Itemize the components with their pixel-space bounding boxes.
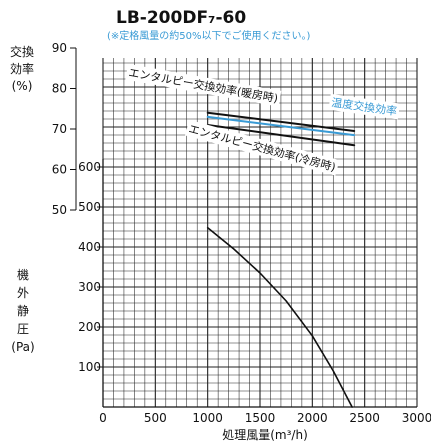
pressure-tick-label: 300 [78,280,101,294]
pressure-series-line [206,227,353,408]
efficiency-series-line [206,111,356,132]
pressure-axis-label-line: 外 [17,286,29,300]
pressure-tick-label: 500 [78,200,101,214]
chart-subtitle: (※定格風量の約50%以下でご使用ください。) [107,29,311,42]
x-tick-label: 2500 [349,411,380,425]
x-tick-label: 1500 [245,411,276,425]
efficiency-axis-label-line: 交換 [10,44,34,59]
pressure-axis-label-line: (Pa) [11,340,34,354]
efficiency-tick-label: 60 [52,163,67,177]
efficiency-tick-label: 50 [52,203,67,217]
efficiency-series-line [206,124,356,147]
pressure-tick-label: 400 [78,240,101,254]
efficiency-tick-label: 70 [52,122,67,136]
pressure-tick-label: 200 [78,320,101,334]
annotation-background [185,119,340,176]
x-tick-label: 3000 [402,411,431,425]
efficiency-axis-label-line: 効率 [10,61,34,76]
x-axis-label: 処理風量(m³/h) [222,428,308,442]
pressure-tick-label: 600 [78,160,101,174]
annotation-background [328,93,401,120]
pressure-tick-label: 100 [78,360,101,374]
grid [102,58,418,408]
pressure-axis-label-line: 静 [17,304,29,318]
efficiency-tick-label: 80 [52,82,67,96]
efficiency-series-line [206,115,356,137]
pressure-axis-label-line: 機 [17,267,29,282]
efficiency-tick-label: 90 [52,41,67,55]
x-tick-label: 500 [144,411,167,425]
x-tick-label: 1000 [192,411,223,425]
series-lines [206,111,356,408]
efficiency-axis-label-line: (%) [12,79,33,93]
x-tick-label: 0 [99,411,107,425]
chart-title: LB-200DF₇-60 [116,8,246,28]
pressure-axis-label-line: 圧 [17,322,29,336]
annotation-background [125,63,282,107]
x-tick-label: 2000 [297,411,328,425]
